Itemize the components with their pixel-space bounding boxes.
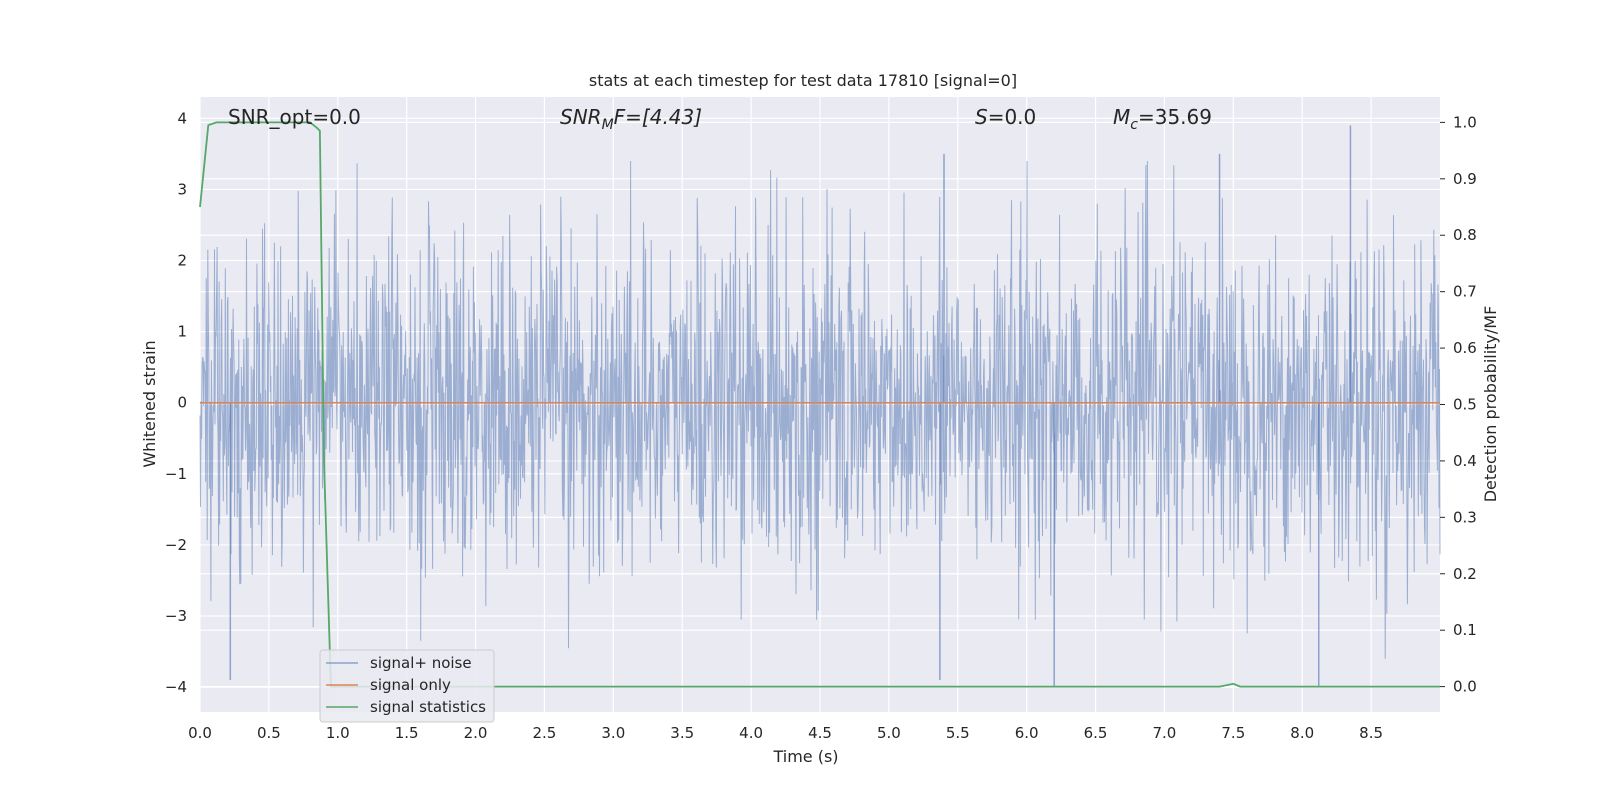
x-tick-label: 8.5 xyxy=(1359,724,1383,742)
annotation-snr-opt: SNR_opt=0.0 xyxy=(228,105,361,129)
right-tick-label: 0.4 xyxy=(1453,452,1477,470)
left-tick-label: −4 xyxy=(165,678,187,696)
right-tick-label: 0.6 xyxy=(1453,339,1477,357)
right-tick-label: 0.2 xyxy=(1453,565,1477,583)
right-tick-label: 0.8 xyxy=(1453,226,1477,244)
x-tick-label: 5.5 xyxy=(946,724,970,742)
x-tick-label: 6.5 xyxy=(1084,724,1108,742)
x-tick-label: 2.5 xyxy=(533,724,557,742)
legend-label-signal-statistics: signal statistics xyxy=(370,698,486,716)
legend-label-signal-only: signal only xyxy=(370,676,451,694)
annotation-mc: Mc=35.69 xyxy=(1113,105,1212,133)
x-axis-label: Time (s) xyxy=(772,747,838,766)
x-tick-label: 1.0 xyxy=(326,724,350,742)
legend-box xyxy=(319,649,495,723)
x-tick-label: 7.5 xyxy=(1221,724,1245,742)
right-axis-label: Detection probability/MF xyxy=(1481,306,1500,503)
left-tick-label: 1 xyxy=(177,323,187,341)
left-tick-label: −3 xyxy=(165,607,187,625)
legend: signal+ noise signal only signal statist… xyxy=(319,649,495,723)
right-tick-label: 1.0 xyxy=(1453,113,1477,131)
signal-noise-line xyxy=(199,160,1441,659)
annotation-snr-mf: SNRMF=[4.43] xyxy=(560,105,702,133)
signal-noise-series xyxy=(199,125,1441,688)
left-tick-label: 3 xyxy=(177,180,187,198)
x-tick-label: 8.0 xyxy=(1290,724,1314,742)
x-tick-label: 7.0 xyxy=(1153,724,1177,742)
x-tick-label: 3.5 xyxy=(670,724,694,742)
left-axis-label: Whitened strain xyxy=(140,340,159,467)
left-axis-ticks: 4 3 2 1 0 −1 −2 −3 −4 xyxy=(165,109,187,696)
right-tick-label: 0.0 xyxy=(1453,678,1477,696)
x-tick-label: 2.0 xyxy=(464,724,488,742)
right-tick-label: 0.5 xyxy=(1453,396,1477,414)
left-tick-label: 4 xyxy=(177,109,187,127)
x-tick-label: 0.5 xyxy=(257,724,281,742)
x-tick-label: 1.5 xyxy=(395,724,419,742)
left-tick-label: −1 xyxy=(165,465,187,483)
x-tick-label: 0.0 xyxy=(188,724,212,742)
right-tick-label: 0.7 xyxy=(1453,283,1477,301)
left-tick-label: −2 xyxy=(165,536,187,554)
x-tick-label: 5.0 xyxy=(877,724,901,742)
left-tick-label: 0 xyxy=(177,394,187,412)
x-tick-label: 3.0 xyxy=(601,724,625,742)
x-tick-label: 6.0 xyxy=(1015,724,1039,742)
right-axis-ticks: 1.0 0.9 0.8 0.7 0.6 0.5 0.4 0.3 0.2 0.1 0.0 xyxy=(1440,113,1477,696)
x-tick-label: 4.0 xyxy=(739,724,763,742)
x-tick-label: 4.5 xyxy=(808,724,832,742)
right-tick-label: 0.9 xyxy=(1453,170,1477,188)
annotation-s: S=0.0 xyxy=(975,105,1036,129)
right-tick-label: 0.3 xyxy=(1453,508,1477,526)
legend-label-signal-noise: signal+ noise xyxy=(370,654,472,672)
left-tick-label: 2 xyxy=(177,252,187,270)
right-tick-label: 0.1 xyxy=(1453,621,1477,639)
chart-title: stats at each timestep for test data 178… xyxy=(589,71,1017,90)
x-axis-ticks: 0.0 0.5 1.0 1.5 2.0 2.5 3.0 3.5 4.0 4.5 5.0 5.5 6.0 6… xyxy=(188,724,1383,742)
